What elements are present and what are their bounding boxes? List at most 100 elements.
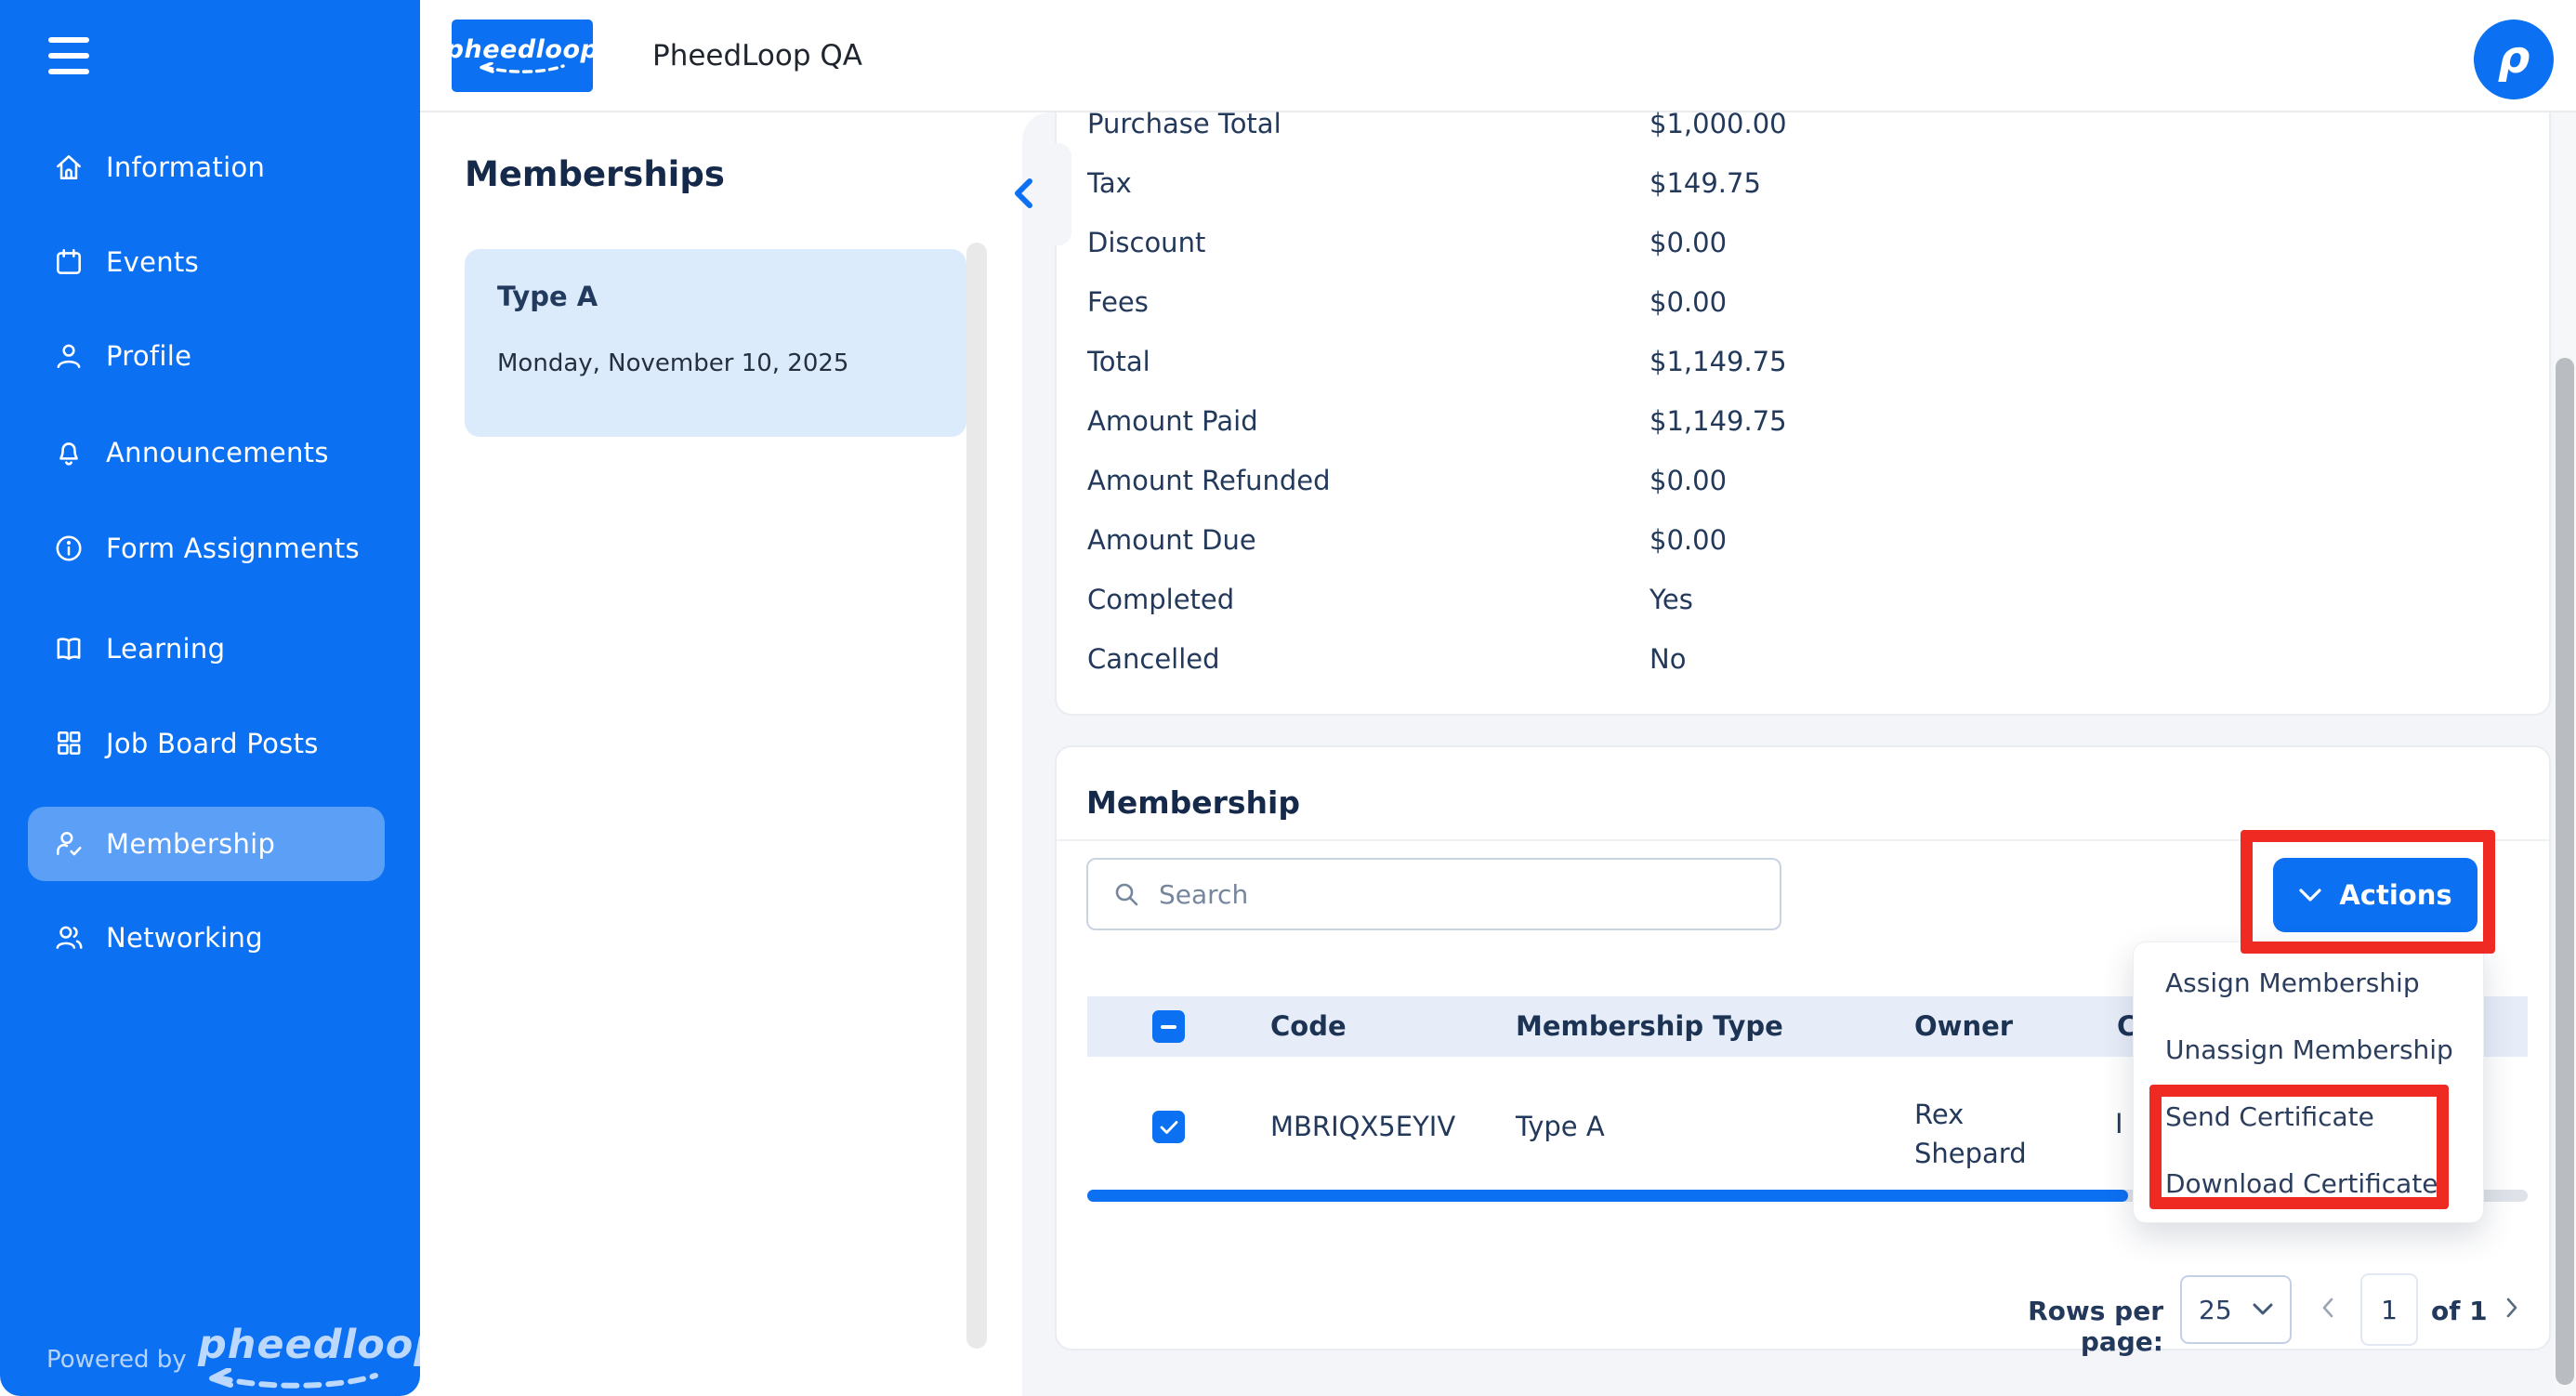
rows-per-page-value: 25	[2199, 1294, 2232, 1325]
rows-per-page-label: Rows per page:	[2028, 1296, 2163, 1357]
membership-section-title: Membership	[1086, 784, 1300, 821]
next-page-chevron-icon[interactable]	[2498, 1294, 2526, 1322]
purchase-row-label: Amount Refunded	[1087, 465, 1331, 496]
sidebar-item-label: Form Assignments	[106, 533, 360, 564]
sidebar-item-form-assignments[interactable]: Form Assignments	[0, 533, 420, 564]
sidebar-item-label: Learning	[106, 633, 226, 665]
avatar-glyph: ρ	[2497, 32, 2530, 84]
purchase-row-value: No	[1649, 643, 1687, 675]
sidebar-item-information[interactable]: Information	[0, 151, 420, 183]
book-icon	[53, 633, 85, 665]
menu-item-unassign-membership[interactable]: Unassign Membership	[2165, 1034, 2453, 1065]
bell-icon	[53, 437, 85, 468]
chevron-down-icon	[2299, 889, 2321, 902]
cell-membership-type: Type A	[1516, 1111, 1605, 1142]
page-title: PheedLoop QA	[652, 39, 862, 72]
sidebar-item-label: Information	[106, 151, 266, 183]
user-avatar[interactable]: ρ	[2474, 20, 2554, 99]
home-icon	[53, 151, 85, 183]
sidebar-item-job-board-posts[interactable]: Job Board Posts	[0, 728, 420, 759]
purchase-row-label: Tax	[1087, 167, 1132, 199]
search-icon	[1115, 883, 1138, 906]
actions-button[interactable]: Actions	[2273, 858, 2477, 932]
collapse-panel-chevron-left-icon[interactable]	[1009, 177, 1039, 210]
membership-search	[1086, 858, 1781, 930]
purchase-row-label: Fees	[1087, 286, 1149, 318]
calendar-icon	[53, 246, 85, 278]
purchase-row-value: $1,149.75	[1649, 346, 1787, 377]
select-all-checkbox[interactable]	[1152, 1010, 1185, 1043]
sidebar-active-highlight	[28, 807, 385, 881]
menu-item-send-certificate[interactable]: Send Certificate	[2165, 1101, 2374, 1132]
pheedloop-logo-tile[interactable]: pheedloop	[446, 20, 598, 92]
sidebar: Information Events Profile Announcements	[0, 0, 442, 1396]
panel-collapse-notch	[1055, 143, 1071, 245]
purchase-row-value: $1,149.75	[1649, 405, 1787, 437]
rows-per-page-select[interactable]: 25	[2180, 1275, 2292, 1344]
column-header-code[interactable]: Code	[1270, 1010, 1347, 1042]
purchase-row-value: $0.00	[1649, 286, 1728, 318]
sidebar-item-announcements[interactable]: Announcements	[0, 437, 420, 468]
purchase-row-value: $0.00	[1649, 227, 1728, 258]
person-icon	[53, 340, 85, 372]
purchase-row-label: Completed	[1087, 584, 1235, 615]
sidebar-item-profile[interactable]: Profile	[0, 340, 420, 372]
actions-dropdown-menu	[2133, 942, 2484, 1223]
sidebar-item-learning[interactable]: Learning	[0, 633, 420, 665]
purchase-details-card	[1055, 112, 2551, 716]
page-count-label: of 1	[2431, 1296, 2488, 1326]
sidebar-item-label: Events	[106, 246, 199, 278]
check-icon	[1160, 1120, 1177, 1134]
table-horizontal-scrollbar-thumb[interactable]	[1087, 1190, 2128, 1202]
indeterminate-minus-icon	[1161, 1024, 1176, 1029]
menu-item-download-certificate[interactable]: Download Certificate	[2165, 1168, 2438, 1199]
current-page-input[interactable]: 1	[2360, 1273, 2418, 1346]
purchase-row-label: Total	[1087, 346, 1150, 377]
section-divider	[1057, 839, 2549, 841]
pheedloop-logo-text: pheedloop	[445, 34, 599, 64]
purchase-row-label: Amount Paid	[1087, 405, 1258, 437]
pheedloop-footer-logo: pheedloop	[198, 1322, 444, 1368]
powered-by-label: Powered by	[46, 1346, 187, 1374]
cell-code: MBRIQX5EYIV	[1270, 1111, 1456, 1142]
search-input[interactable]	[1157, 877, 1718, 911]
chevron-down-icon	[2253, 1303, 2273, 1315]
hamburger-menu-icon[interactable]	[48, 37, 91, 76]
purchase-row-label: Cancelled	[1087, 643, 1220, 675]
sidebar-item-label: Membership	[106, 828, 276, 860]
panel-scrollbar[interactable]	[966, 243, 987, 1349]
cell-partial: I	[2115, 1108, 2123, 1139]
sidebar-item-label: Announcements	[106, 437, 329, 468]
row-checkbox[interactable]	[1152, 1111, 1185, 1143]
person-check-icon	[53, 828, 85, 860]
purchase-row-label: Discount	[1087, 227, 1206, 258]
memberships-panel-title: Memberships	[465, 154, 725, 194]
people-icon	[53, 922, 85, 954]
grid-icon	[53, 728, 85, 759]
column-header-owner[interactable]: Owner	[1914, 1010, 2014, 1042]
sidebar-item-label: Profile	[106, 340, 192, 372]
sidebar-item-networking[interactable]: Networking	[0, 922, 420, 954]
purchase-row-value: $0.00	[1649, 465, 1728, 496]
sidebar-item-label: Networking	[106, 922, 263, 954]
menu-item-assign-membership[interactable]: Assign Membership	[2165, 968, 2420, 998]
logo-dashed-arrow-icon	[206, 1367, 383, 1396]
top-bar	[420, 0, 2576, 112]
purchase-row-value: Yes	[1649, 584, 1693, 615]
logo-dashed-arrow-icon	[480, 61, 565, 73]
purchase-row-value: $149.75	[1649, 167, 1761, 199]
current-page-value: 1	[2381, 1294, 2398, 1325]
membership-type-card[interactable]	[465, 249, 966, 437]
membership-type-card-date: Monday, November 10, 2025	[497, 349, 849, 377]
cell-owner: Rex Shepard	[1914, 1099, 2027, 1169]
sidebar-item-label: Job Board Posts	[106, 728, 319, 759]
sidebar-item-events[interactable]: Events	[0, 246, 420, 278]
previous-page-chevron-icon[interactable]	[2314, 1294, 2342, 1322]
page-scrollbar-thumb[interactable]	[2556, 358, 2574, 1385]
column-header-membership-type[interactable]: Membership Type	[1516, 1010, 1783, 1042]
purchase-row-label: Amount Due	[1087, 524, 1256, 556]
purchase-row-value: $1,000.00	[1649, 108, 1787, 139]
purchase-row-value: $0.00	[1649, 524, 1728, 556]
sidebar-item-membership[interactable]: Membership	[0, 828, 420, 860]
